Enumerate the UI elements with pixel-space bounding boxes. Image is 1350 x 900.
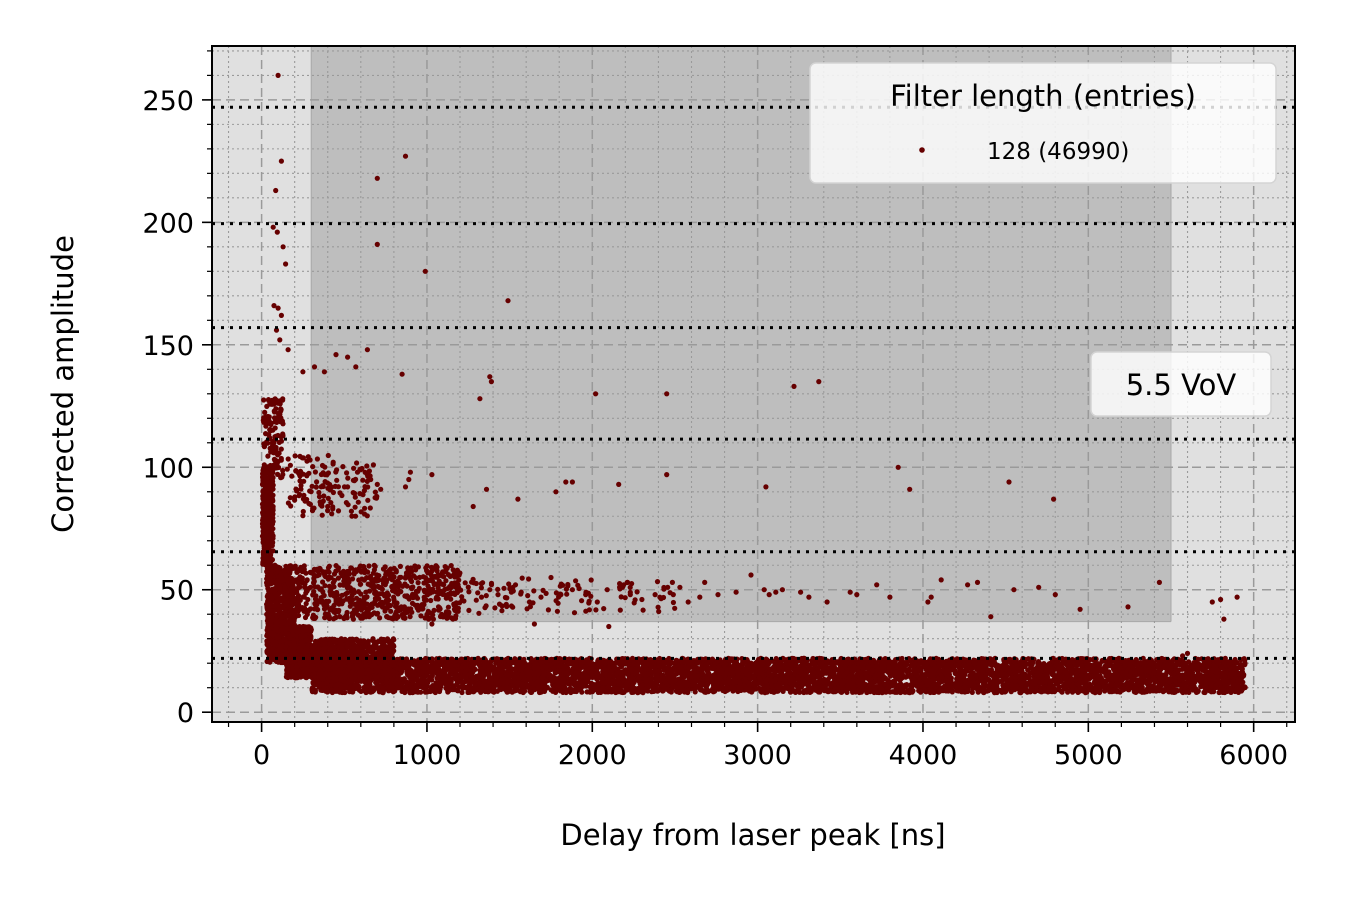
- data-point: [1036, 660, 1042, 666]
- data-point: [1156, 671, 1162, 677]
- data-point: [451, 683, 457, 689]
- data-point: [1242, 660, 1248, 666]
- data-point: [390, 689, 396, 695]
- data-point: [861, 682, 868, 688]
- data-point: [1188, 662, 1194, 669]
- data-point: [465, 684, 471, 690]
- data-point: [568, 689, 574, 696]
- data-point: [763, 664, 770, 670]
- data-point: [428, 675, 434, 681]
- data-point: [443, 685, 449, 691]
- data-point: [658, 676, 664, 683]
- data-point: [1222, 655, 1228, 661]
- data-point: [1107, 656, 1113, 662]
- data-point: [467, 689, 473, 695]
- data-point: [1182, 675, 1188, 681]
- data-point: [1132, 672, 1138, 678]
- data-point: [342, 689, 348, 696]
- data-point: [499, 665, 505, 672]
- data-point: [460, 684, 466, 690]
- data-point: [369, 689, 375, 695]
- data-point: [373, 680, 379, 686]
